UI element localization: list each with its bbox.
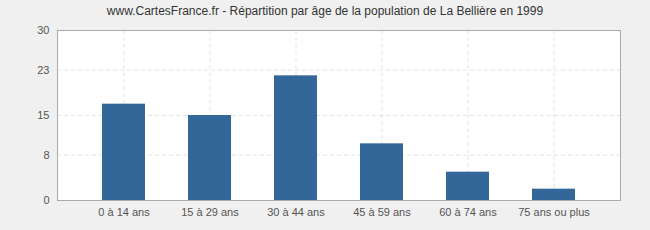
svg-text:23: 23: [37, 64, 49, 76]
svg-text:0 à 14 ans: 0 à 14 ans: [98, 206, 150, 218]
svg-text:45 à 59 ans: 45 à 59 ans: [353, 206, 411, 218]
svg-text:75 ans ou plus: 75 ans ou plus: [518, 206, 590, 218]
svg-text:15 à 29 ans: 15 à 29 ans: [181, 206, 239, 218]
svg-text:8: 8: [43, 149, 49, 161]
svg-text:30: 30: [37, 24, 49, 36]
svg-text:0: 0: [43, 194, 49, 206]
svg-text:30 à 44 ans: 30 à 44 ans: [267, 206, 325, 218]
svg-text:60 à 74 ans: 60 à 74 ans: [439, 206, 497, 218]
html-text:www.CartesFrance.fr - Répartit: www.CartesFrance.fr - Répartition par âg…: [106, 4, 544, 18]
svg-text:15: 15: [37, 109, 49, 121]
